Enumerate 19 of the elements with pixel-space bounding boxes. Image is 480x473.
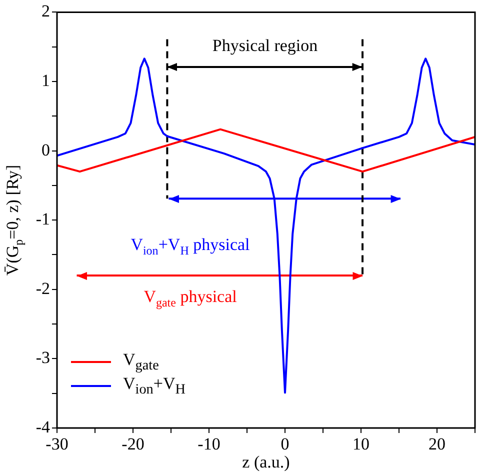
annotation: V$_{gate}$ physical xyxy=(144,286,237,309)
y-tick-label: 1 xyxy=(42,70,50,90)
annotation: V$_{ion}$+V$_{H}$ physical xyxy=(130,234,250,257)
y-tick-label: -1 xyxy=(36,210,50,229)
x-tick-label: 20 xyxy=(428,434,446,454)
legend-label: V$_{ion}$+V$_{H}$ xyxy=(123,374,186,398)
y-tick-label: -3 xyxy=(36,348,50,368)
x-tick-label: 0 xyxy=(280,434,290,454)
annotation: Physical region xyxy=(212,36,318,56)
x-tick-label: -10 xyxy=(198,434,220,454)
x-tick-label: -30 xyxy=(46,434,68,454)
legend-label: V$_{gate}$ xyxy=(123,350,159,374)
y-tick-label: 2 xyxy=(42,2,50,21)
x-axis-title: z (a.u.) xyxy=(242,452,290,472)
x-tick-label: 10 xyxy=(352,434,370,454)
y-tick-label: -2 xyxy=(36,278,50,298)
x-tick-label: -20 xyxy=(122,434,144,454)
y-tick-label: 0 xyxy=(42,140,50,160)
y-tick-label: -4 xyxy=(36,417,50,436)
